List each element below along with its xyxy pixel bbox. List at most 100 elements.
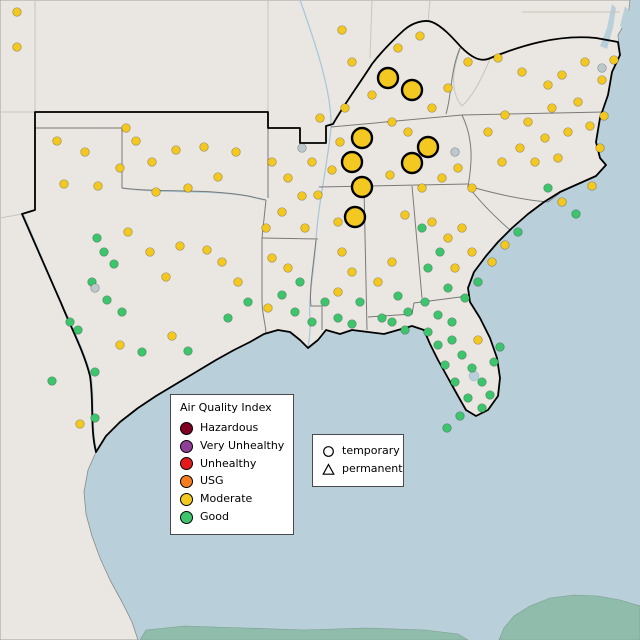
legend-item-very-unhealthy: Very Unhealthy	[180, 439, 284, 454]
station-marker	[423, 327, 433, 337]
station-marker	[307, 157, 317, 167]
station-marker	[547, 103, 557, 113]
station-marker	[217, 257, 227, 267]
station-marker	[347, 57, 357, 67]
legend-label: USG	[200, 474, 224, 488]
station-marker	[267, 253, 277, 263]
station-marker	[333, 287, 343, 297]
station-marker	[393, 291, 403, 301]
station-marker	[297, 191, 307, 201]
station-marker	[12, 7, 22, 17]
station-marker	[267, 157, 277, 167]
station-marker	[167, 331, 177, 341]
station-marker	[320, 297, 330, 307]
station-marker	[65, 317, 75, 327]
station-marker	[171, 145, 181, 155]
good-swatch	[180, 510, 193, 524]
legend-label: Moderate	[200, 492, 253, 506]
very-unhealthy-swatch	[180, 439, 193, 453]
station-marker	[12, 42, 22, 52]
station-marker	[261, 223, 271, 233]
temporary-station-marker	[350, 126, 374, 150]
station-marker	[347, 319, 357, 329]
station-marker	[147, 157, 157, 167]
station-marker	[400, 325, 410, 335]
station-marker	[223, 313, 233, 323]
station-marker	[403, 127, 413, 137]
station-marker	[393, 43, 403, 53]
station-marker	[387, 117, 397, 127]
region-outline	[21, 20, 621, 453]
station-marker	[455, 411, 465, 421]
station-marker	[457, 350, 467, 360]
station-marker	[597, 75, 607, 85]
station-marker	[595, 143, 605, 153]
station-marker	[580, 57, 590, 67]
station-marker	[340, 103, 350, 113]
station-marker	[417, 223, 427, 233]
aqi-legend-title: Air Quality Index	[180, 401, 272, 414]
station-marker	[495, 342, 505, 352]
station-marker	[453, 163, 463, 173]
station-marker	[183, 346, 193, 356]
station-marker	[415, 31, 425, 41]
station-marker	[387, 257, 397, 267]
stations-layer	[12, 7, 619, 433]
station-marker	[137, 347, 147, 357]
station-marker	[400, 210, 410, 220]
station-marker	[73, 325, 83, 335]
station-marker	[327, 165, 337, 175]
station-marker	[315, 113, 325, 123]
station-marker	[231, 147, 241, 157]
chesapeake-bay	[600, 4, 616, 49]
station-marker	[487, 257, 497, 267]
station-marker	[597, 63, 607, 73]
legend-item-unhealthy: Unhealthy	[180, 457, 284, 472]
station-marker	[443, 233, 453, 243]
unhealthy-swatch	[180, 457, 193, 471]
station-marker	[295, 277, 305, 287]
station-marker	[447, 317, 457, 327]
station-marker	[587, 181, 597, 191]
station-marker	[92, 233, 102, 243]
station-marker	[420, 297, 430, 307]
station-marker	[417, 183, 427, 193]
station-marker	[233, 277, 243, 287]
legend-label: Unhealthy	[200, 456, 257, 470]
station-marker	[427, 217, 437, 227]
legend-item-usg: USG	[180, 474, 284, 489]
usg-swatch	[180, 475, 193, 489]
hazardous-swatch	[180, 421, 193, 435]
station-marker	[300, 223, 310, 233]
station-marker	[442, 423, 452, 433]
station-marker	[543, 80, 553, 90]
station-marker	[151, 187, 161, 197]
station-marker	[447, 335, 457, 345]
station-marker	[80, 147, 90, 157]
station-marker	[109, 259, 119, 269]
station-marker	[337, 247, 347, 257]
station-marker	[59, 179, 69, 189]
station-marker	[485, 390, 495, 400]
station-marker	[573, 97, 583, 107]
station-marker	[175, 241, 185, 251]
station-marker	[443, 83, 453, 93]
station-marker	[599, 111, 609, 121]
station-marker	[385, 170, 395, 180]
legend-item-good: Good	[180, 510, 284, 525]
station-marker	[563, 127, 573, 137]
yucatan-land	[498, 594, 640, 640]
station-marker	[523, 117, 533, 127]
station-marker	[277, 207, 287, 217]
station-marker	[473, 335, 483, 345]
station-marker	[609, 55, 619, 65]
station-marker	[477, 377, 487, 387]
state-borders-inside	[35, 47, 605, 335]
station-marker	[427, 103, 437, 113]
station-marker	[307, 317, 317, 327]
station-marker	[467, 363, 477, 373]
station-marker	[557, 197, 567, 207]
station-marker	[543, 183, 553, 193]
station-marker	[433, 340, 443, 350]
